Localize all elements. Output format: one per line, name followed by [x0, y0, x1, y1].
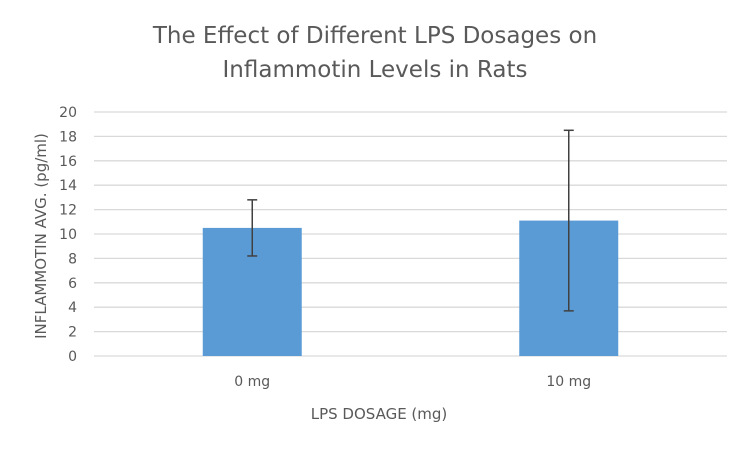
chart-title-line-2: Inflammotin Levels in Rats [223, 57, 528, 83]
y-tick-label: 8 [68, 251, 77, 267]
error-bars [247, 129, 574, 312]
gridlines [94, 111, 727, 357]
y-tick-label: 16 [59, 154, 77, 170]
chart-title-line-1: The Effect of Different LPS Dosages on [152, 23, 597, 49]
y-tick-label: 2 [68, 325, 77, 341]
y-tick-label: 4 [68, 300, 77, 316]
y-tick-label: 0 [68, 349, 77, 365]
y-axis-ticks: 0 2 4 6 8 10 12 14 16 18 20 [59, 105, 77, 365]
x-tick-label: 0 mg [234, 374, 270, 390]
y-axis-label: INFLAMMOTIN AVG. (pg/ml) [32, 133, 50, 339]
y-tick-label: 10 [59, 227, 77, 243]
x-tick-label: 10 mg [546, 374, 591, 390]
bars [202, 220, 619, 356]
y-tick-label: 20 [59, 105, 77, 121]
x-axis-label: LPS DOSAGE (mg) [311, 405, 448, 423]
y-tick-label: 14 [59, 178, 77, 194]
y-tick-label: 18 [59, 129, 77, 145]
y-tick-label: 6 [68, 276, 77, 292]
x-axis-ticks: 0 mg 10 mg [234, 374, 591, 390]
y-tick-label: 12 [59, 203, 77, 219]
